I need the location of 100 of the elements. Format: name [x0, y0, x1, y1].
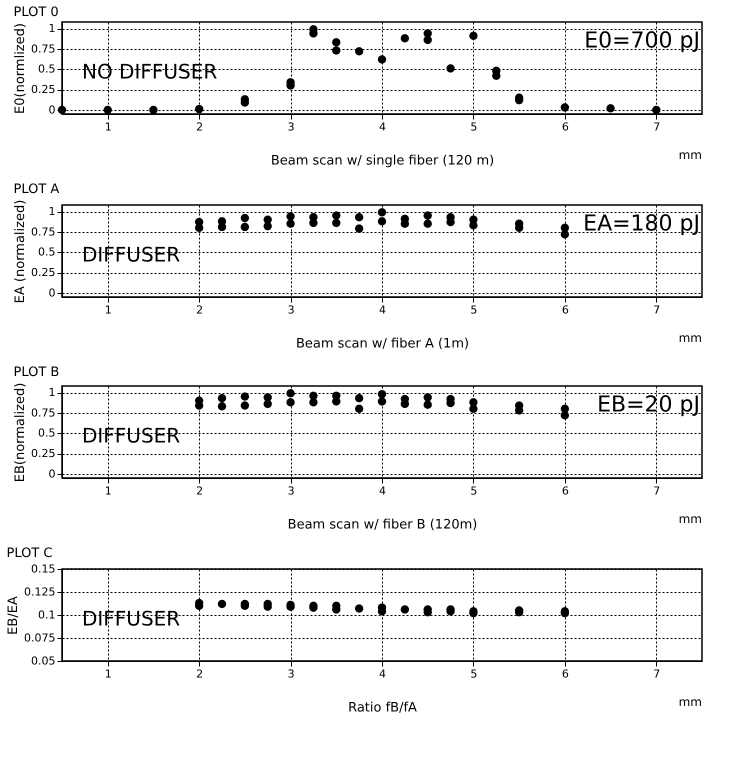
x-tick-label: 5	[470, 304, 478, 316]
x-tick-label: 2	[196, 120, 204, 134]
y-tick-label: 0.75	[31, 406, 56, 420]
annotation: DIFFUSER	[82, 606, 180, 631]
point	[354, 404, 364, 413]
point	[218, 600, 226, 608]
x-axis-title: Beam scan w/ fiber A (1m)	[296, 336, 470, 352]
y-tick-label: 0	[48, 103, 56, 116]
y-tick-label: 0	[48, 467, 56, 480]
point	[309, 398, 318, 406]
point	[332, 218, 340, 228]
y-tick-label: 0.5	[38, 426, 56, 440]
point	[560, 230, 570, 238]
point	[149, 106, 158, 114]
x-tick-label: 3	[288, 484, 295, 498]
x-tick-label: 2	[196, 484, 204, 498]
point	[194, 104, 204, 114]
point	[378, 397, 386, 406]
y-tick-label: 0.25	[31, 447, 56, 460]
point	[354, 394, 364, 402]
point	[469, 32, 478, 40]
y-tick-label: 1	[48, 205, 56, 218]
text: mm	[678, 512, 702, 526]
x-tick-label: 6	[562, 668, 569, 680]
point	[469, 404, 478, 413]
x-axis-title: Ratio fB/fA	[348, 700, 418, 716]
y-tick-label: 1	[48, 386, 56, 400]
y-axis-title: EB(normalized)	[13, 382, 28, 482]
y-axis-title: EA (normalized)	[13, 200, 28, 304]
point	[218, 394, 226, 402]
annotation: EA=180 pJ	[583, 211, 700, 236]
point	[332, 38, 340, 47]
x-tick-label: 6	[562, 304, 569, 316]
y-tick-label: 0.75	[31, 225, 56, 238]
y-tick-label: 0	[48, 286, 56, 300]
x-tick-label: 5	[470, 484, 478, 498]
y-tick-label: 0.5	[38, 62, 56, 76]
point	[218, 402, 226, 411]
point	[194, 224, 204, 232]
x-axis-title: Beam scan w/ single fiber (120 m)	[270, 154, 494, 168]
chart-title: PLOT C	[6, 546, 53, 561]
point	[354, 47, 364, 56]
point	[286, 212, 295, 221]
x-tick-label: 1	[104, 304, 112, 316]
x-tick-label: 6	[562, 120, 569, 134]
point	[240, 392, 250, 401]
point	[378, 208, 386, 216]
point	[286, 389, 295, 398]
point	[354, 224, 364, 233]
y-tick-label: 0.075	[24, 632, 56, 644]
point	[424, 393, 432, 402]
x-tick-label: 1	[104, 484, 112, 498]
point	[378, 217, 386, 226]
annotation: EB=20 pJ	[597, 392, 700, 418]
x-tick-label: 5	[470, 668, 478, 680]
x-tick-label: 4	[379, 120, 386, 134]
point	[354, 604, 364, 613]
y-tick-label: 0.75	[31, 42, 56, 56]
text: mm	[678, 331, 702, 345]
y-axis-title: E0(normlized)	[13, 23, 28, 114]
point	[240, 222, 250, 232]
y-tick-label: 1	[48, 22, 56, 36]
y-tick-label: 0.15	[31, 562, 56, 576]
x-axis-title: Beam scan w/ fiber B (120m)	[288, 518, 478, 532]
point	[286, 398, 295, 406]
x-tick-label: 7	[653, 484, 660, 498]
annotation: NO DIFFUSER	[82, 60, 218, 84]
x-tick-label: 4	[379, 668, 386, 680]
point	[378, 55, 386, 64]
point	[469, 221, 478, 230]
point	[354, 213, 364, 222]
point	[58, 106, 66, 114]
annotation: E0=700 pJ	[584, 28, 700, 54]
x-tick-label: 5	[470, 120, 478, 134]
x-tick-label: 3	[288, 120, 295, 134]
y-tick-label: 0.25	[31, 83, 56, 96]
x-tick-label: 3	[288, 668, 295, 680]
point	[104, 106, 112, 114]
x-tick-label: 1	[104, 668, 112, 680]
point	[400, 34, 410, 42]
y-tick-label: 0.25	[31, 266, 56, 280]
point	[332, 211, 340, 220]
x-tick-label: 7	[653, 668, 660, 680]
point	[606, 104, 615, 112]
point	[332, 46, 340, 55]
point	[264, 400, 272, 408]
x-tick-label: 6	[562, 484, 569, 498]
x-tick-label: 2	[196, 668, 204, 680]
chart-title: PLOT A	[14, 182, 60, 198]
point	[400, 605, 410, 614]
x-tick-label: 4	[379, 304, 386, 316]
y-axis-title: EB/EA	[6, 596, 22, 635]
point	[560, 103, 570, 112]
annotation: DIFFUSER	[82, 424, 180, 448]
y-tick-label: 0.05	[31, 654, 56, 668]
text: mm	[678, 148, 702, 162]
x-tick-label: 7	[653, 120, 660, 134]
text: mm	[678, 695, 702, 709]
point	[424, 211, 432, 220]
point	[378, 390, 386, 398]
